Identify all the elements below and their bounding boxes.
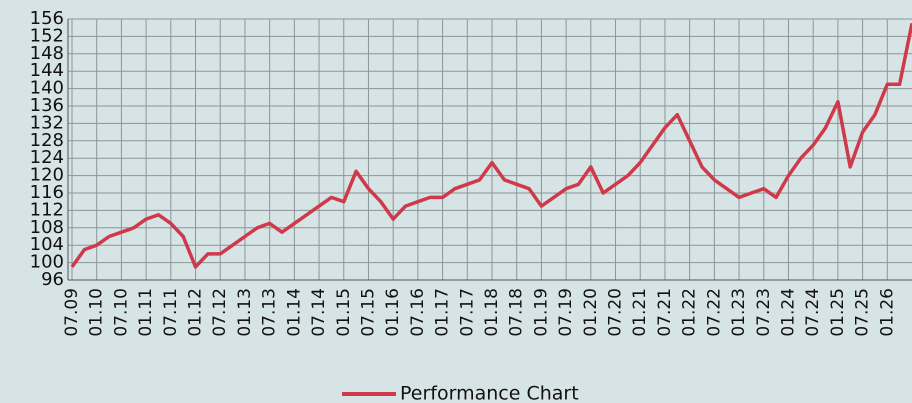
y-tick-label: 148 <box>30 43 64 64</box>
y-tick-label: 132 <box>30 112 64 133</box>
x-tick-label: 07.25 <box>853 288 873 337</box>
y-tick-label: 108 <box>30 217 64 238</box>
x-tick-label: 07.12 <box>210 288 230 337</box>
x-tick-label: 07.22 <box>704 288 724 337</box>
y-tick-label: 156 <box>30 8 64 29</box>
x-tick-label: 01.24 <box>778 288 798 337</box>
x-tick-label: 01.11 <box>136 288 156 337</box>
y-tick-label: 140 <box>30 78 64 99</box>
x-tick-label: 01.12 <box>186 288 206 337</box>
x-tick-label: 01.20 <box>581 288 601 337</box>
x-tick-label: 01.15 <box>334 288 354 337</box>
x-tick-label: 01.26 <box>877 288 897 337</box>
x-tick-label: 07.11 <box>161 288 181 337</box>
x-tick-label: 07.16 <box>408 288 428 337</box>
y-tick-label: 152 <box>30 25 64 46</box>
x-tick-label: 07.10 <box>111 288 131 337</box>
y-tick-label: 120 <box>30 165 64 186</box>
y-tick-label: 112 <box>30 199 64 220</box>
y-tick-label: 100 <box>30 252 64 273</box>
data-line <box>70 23 912 269</box>
x-tick-label: 01.18 <box>482 288 502 337</box>
x-tick-label: 01.25 <box>828 288 848 337</box>
x-tick-label: 01.10 <box>87 288 107 337</box>
y-tick-label: 136 <box>30 95 64 116</box>
x-tick-label: 01.22 <box>680 288 700 337</box>
x-tick-label: 01.19 <box>531 288 551 337</box>
x-tick-label: 01.21 <box>630 288 650 337</box>
x-tick-label: 01.16 <box>383 288 403 337</box>
y-tick-label: 144 <box>30 60 64 81</box>
y-tick-label: 116 <box>30 182 64 203</box>
x-tick-label: 07.23 <box>754 288 774 337</box>
y-tick-label: 104 <box>30 234 64 255</box>
x-tick-label: 01.14 <box>284 288 304 337</box>
x-tick-label: 01.23 <box>729 288 749 337</box>
x-tick-label: 07.13 <box>260 288 280 337</box>
x-tick-label: 07.21 <box>655 288 675 337</box>
x-tick-label: 07.17 <box>457 288 477 337</box>
x-tick-label: 01.13 <box>235 288 255 337</box>
legend-label: Performance Chart <box>400 383 579 403</box>
x-tick-label: 07.09 <box>62 288 82 337</box>
y-tick-label: 128 <box>30 130 64 151</box>
y-tick-label: 124 <box>30 147 64 168</box>
x-tick-label: 07.14 <box>309 288 329 337</box>
x-tick-label: 07.18 <box>507 288 527 337</box>
x-tick-label: 07.20 <box>606 288 626 337</box>
x-tick-label: 07.15 <box>358 288 378 337</box>
x-tick-label: 07.19 <box>556 288 576 337</box>
x-tick-label: 01.17 <box>433 288 453 337</box>
y-tick-label: 96 <box>41 269 64 290</box>
x-tick-label: 07.24 <box>803 288 823 337</box>
legend: Performance Chart <box>342 383 579 403</box>
